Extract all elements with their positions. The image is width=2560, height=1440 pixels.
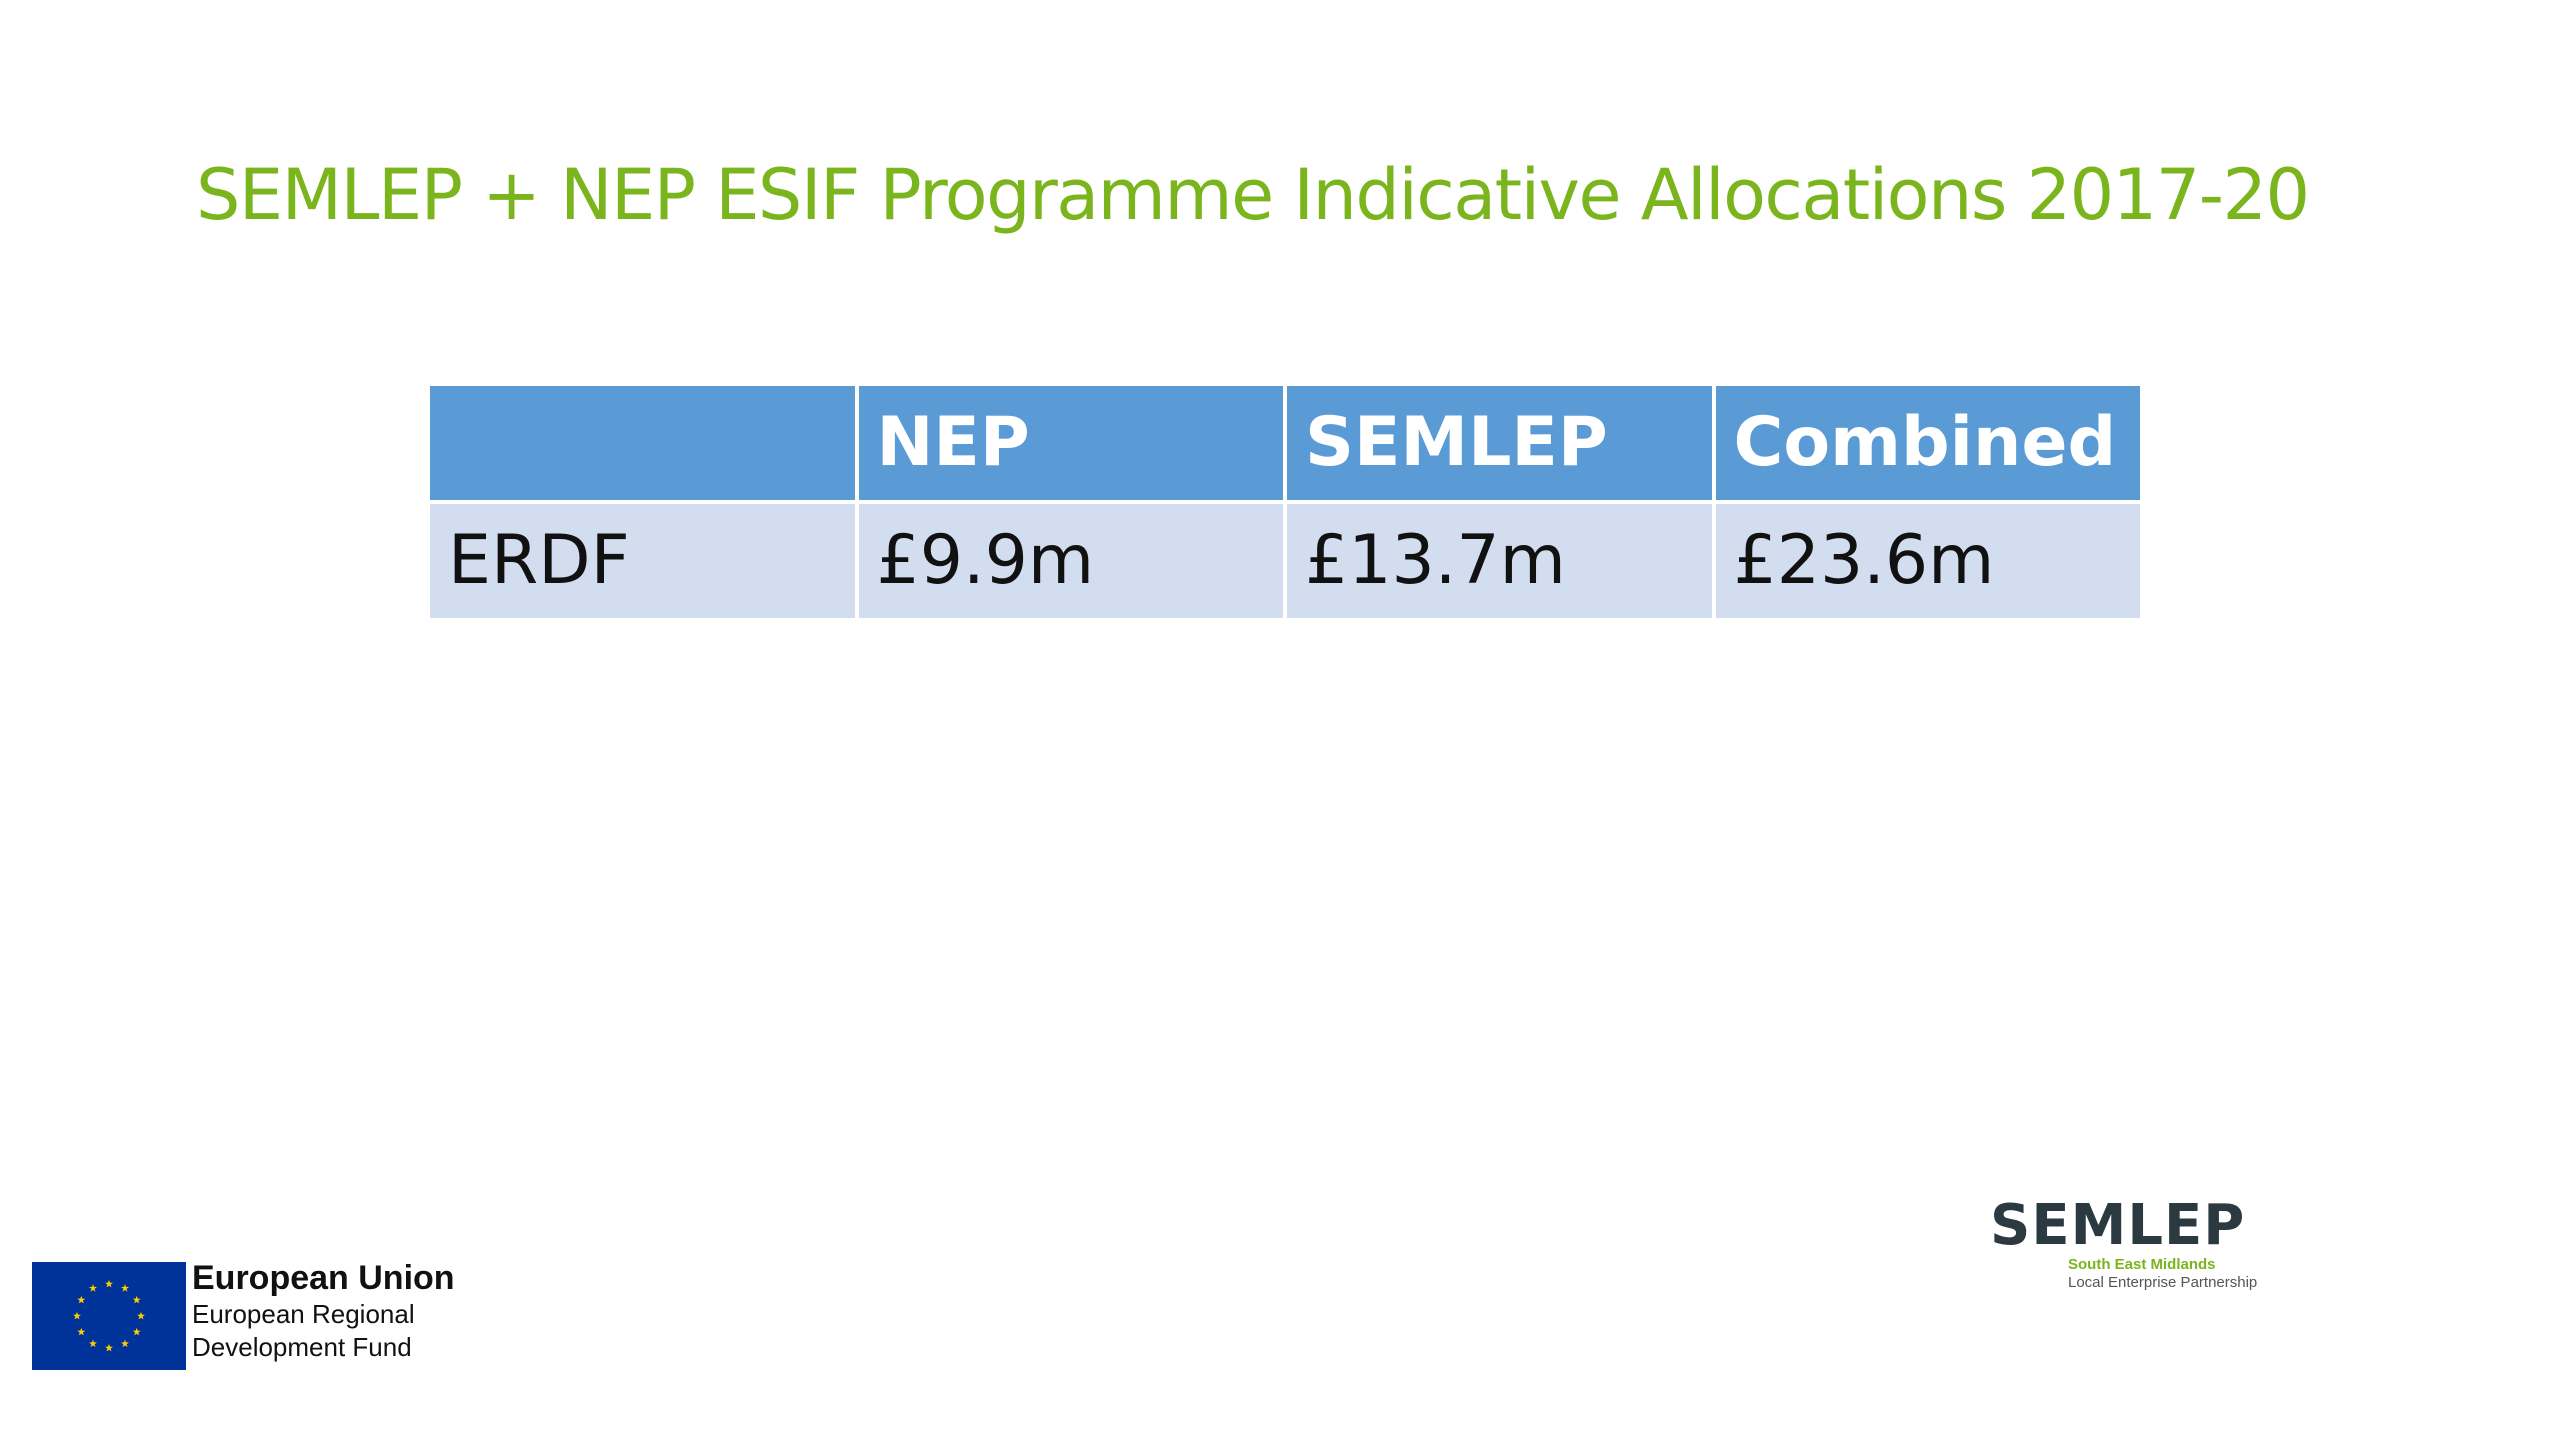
slide-title: SEMLEP + NEP ESIF Programme Indicative A…: [196, 154, 2310, 236]
semlep-subtitle-partnership: Local Enterprise Partnership: [2068, 1274, 2258, 1291]
header-cell-semlep: SEMLEP: [1287, 386, 1712, 500]
header-cell-nep: NEP: [858, 386, 1283, 500]
table-row: ERDF £9.9m £13.7m £23.6m: [430, 504, 2140, 618]
eu-star-icon: [73, 1311, 81, 1320]
semlep-subtitle-region: South East Midlands: [2068, 1256, 2216, 1273]
eu-star-icon: [105, 1279, 113, 1288]
row-label-erdf: ERDF: [430, 504, 855, 618]
eu-logo-title: European Union: [192, 1259, 455, 1297]
eu-star-icon: [89, 1284, 97, 1292]
eu-star-icon: [121, 1339, 129, 1348]
header-cell-combined: Combined: [1715, 386, 2140, 500]
semlep-logo: SEMLEP South East Midlands Local Enterpr…: [1990, 1196, 2290, 1292]
eu-star-icon: [89, 1339, 97, 1348]
eu-logo-text: European Union European Regional Develop…: [192, 1258, 455, 1364]
eu-star-icon: [77, 1295, 86, 1304]
eu-logo-line2: Development Fund: [192, 1332, 412, 1362]
eu-star-icon: [105, 1343, 113, 1352]
cell-semlep-value: £13.7m: [1287, 504, 1712, 618]
table-header-row: NEP SEMLEP Combined: [430, 386, 2140, 500]
cell-nep-value: £9.9m: [858, 504, 1283, 618]
eu-logo-line1: European Regional: [192, 1299, 415, 1329]
eu-star-icon: [137, 1311, 145, 1320]
eu-star-icon: [132, 1327, 141, 1336]
eu-star-icon: [121, 1284, 129, 1292]
semlep-wordmark: SEMLEP: [1990, 1193, 2246, 1258]
allocations-table: NEP SEMLEP Combined ERDF £9.9m £13.7m £2…: [426, 382, 2144, 622]
cell-combined-value: £23.6m: [1715, 504, 2140, 618]
eu-flag-icon: [32, 1262, 186, 1370]
header-cell-blank: [430, 386, 855, 500]
eu-star-icon: [77, 1327, 86, 1336]
eu-logo: European Union European Regional Develop…: [32, 1259, 455, 1370]
eu-star-icon: [132, 1295, 141, 1304]
